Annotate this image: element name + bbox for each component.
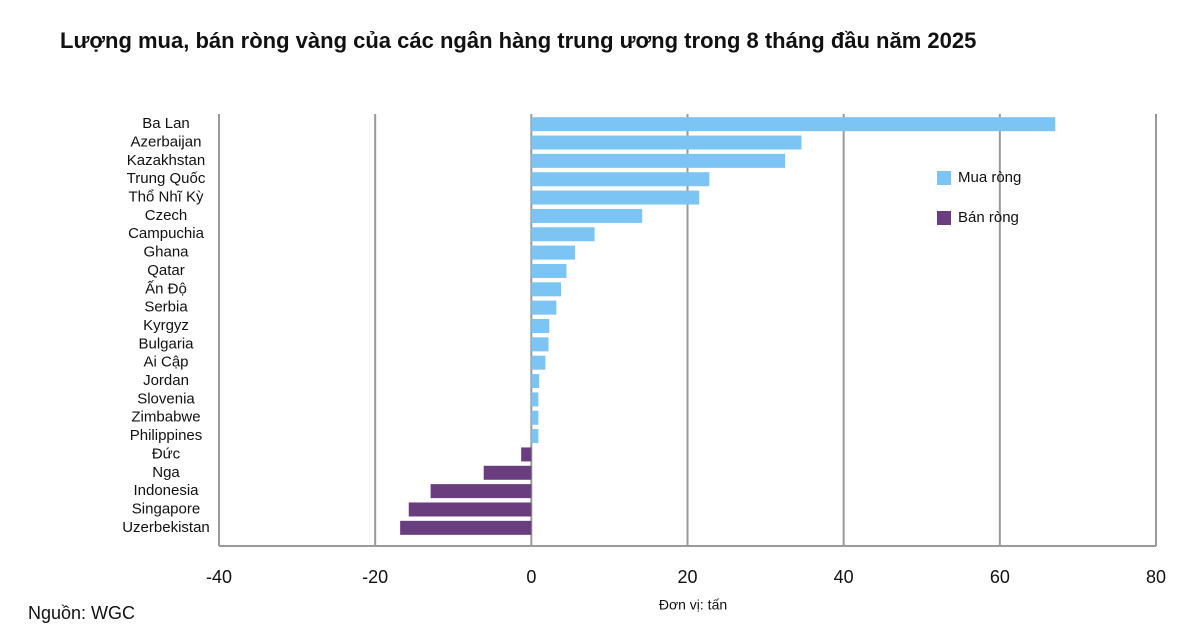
legend-swatch [937,171,951,185]
y-tick-label: Ba Lan [142,115,190,132]
bar [531,337,549,352]
y-tick-label: Jordan [143,372,189,389]
x-tick-label: 60 [990,567,1010,587]
bar [531,392,539,407]
x-tick-label: 40 [834,567,854,587]
y-tick-label: Kazakhstan [127,152,205,169]
y-tick-label: Ai Cập [143,354,188,371]
bar [430,484,532,499]
y-tick-label: Uzerbekistan [122,519,210,536]
bar [531,245,576,260]
bar [531,429,539,444]
chart-title: Lượng mua, bán ròng vàng của các ngân hà… [60,28,976,53]
x-axis-label: Đơn vị: tấn [659,597,727,613]
x-tick-label: -40 [206,567,232,587]
bar [400,520,532,535]
y-tick-label: Trung Quốc [127,170,206,187]
y-tick-label: Zimbabwe [131,409,200,426]
bar [531,153,786,168]
y-tick-label: Ghana [143,244,189,261]
legend-label: Mua ròng [958,169,1021,186]
y-tick-label: Qatar [147,262,185,279]
x-tick-label: 80 [1146,567,1166,587]
bar [531,135,802,150]
y-tick-label: Ấn Độ [145,280,187,297]
y-tick-label: Slovenia [137,390,195,407]
bar [531,117,1056,132]
x-tick-label: -20 [362,567,388,587]
x-tick-label: 20 [677,567,697,587]
y-tick-label: Kyrgyz [143,317,189,334]
bar [531,190,700,205]
y-tick-label: Azerbaijan [131,133,202,150]
bar [531,410,539,425]
bar [531,208,643,223]
y-tick-label: Czech [145,207,188,224]
y-tick-label: Campuchia [128,225,205,242]
legend-label: Bán ròng [958,209,1019,226]
y-tick-label: Đức [152,445,181,462]
bar [531,227,595,242]
bar [521,447,532,462]
bar [531,355,546,370]
y-tick-label: Nga [152,464,180,481]
y-tick-label: Singapore [132,500,200,517]
y-tick-label: Serbia [144,299,188,316]
legend-swatch [937,211,951,225]
source: Nguồn: WGC [28,603,135,623]
bar [483,465,532,480]
y-tick-label: Bulgaria [138,335,194,352]
bar [531,282,562,297]
bar [531,319,550,333]
bar [531,300,557,315]
x-tick-label: 0 [526,567,536,587]
bar [531,263,567,278]
y-tick-label: Indonesia [133,482,199,499]
bar [531,172,710,187]
bar [408,502,532,517]
bar [531,374,540,389]
y-tick-label: Thổ Nhĩ Kỳ [128,189,204,206]
y-tick-label: Philippines [130,427,203,444]
